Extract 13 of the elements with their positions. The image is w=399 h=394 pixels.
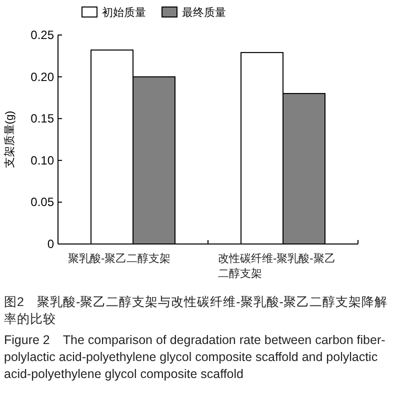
x-tick-label: 改性碳纤维-聚乳酸-聚乙二醇支架 bbox=[218, 252, 336, 282]
y-tick-label: 0.15 bbox=[30, 112, 54, 126]
caption: 图2 聚乳酸-聚乙二醇支架与改性碳纤维-聚乳酸-聚乙二醇支架降解率的比较 bbox=[4, 294, 388, 328]
y-tick-label: 0.05 bbox=[30, 195, 54, 210]
legend-label: 初始质量 bbox=[102, 6, 146, 19]
legend-label: 最终质量 bbox=[182, 6, 226, 19]
y-tick-label: 0.20 bbox=[30, 70, 54, 84]
y-tick-label: 0.25 bbox=[30, 28, 54, 42]
y-tick-label: 0.10 bbox=[30, 153, 54, 168]
caption: Figure 2 The comparison of degradation rate between carbon fiber-polylactic acid-polyethylene glycol composite scaffold and polylactic acid-polyethylene glycol composite scaffold bbox=[4, 332, 386, 383]
y-axis-title: 支架质量(g) bbox=[3, 110, 16, 168]
y-tick-label: 0 bbox=[47, 237, 54, 251]
x-tick-label: 聚乳酸-聚乙二醇支架 bbox=[68, 252, 172, 267]
